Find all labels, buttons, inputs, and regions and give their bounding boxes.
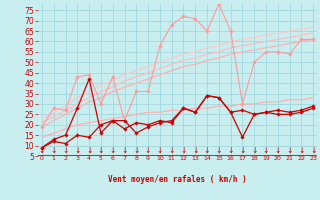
Text: ↓: ↓ — [216, 146, 222, 155]
Text: ↓: ↓ — [157, 146, 163, 155]
Text: ↓: ↓ — [263, 146, 269, 155]
Text: ↓: ↓ — [121, 146, 128, 155]
Text: ↓: ↓ — [251, 146, 258, 155]
Text: ↓: ↓ — [145, 146, 151, 155]
Text: ↓: ↓ — [310, 146, 316, 155]
Text: ↓: ↓ — [86, 146, 92, 155]
Text: ↓: ↓ — [239, 146, 246, 155]
Text: ↓: ↓ — [109, 146, 116, 155]
Text: ↓: ↓ — [62, 146, 69, 155]
Text: ↓: ↓ — [39, 146, 45, 155]
Text: ↓: ↓ — [275, 146, 281, 155]
Text: ↓: ↓ — [192, 146, 198, 155]
Text: ↓: ↓ — [298, 146, 305, 155]
Text: ↓: ↓ — [204, 146, 210, 155]
Text: ↓: ↓ — [286, 146, 293, 155]
Text: ↓: ↓ — [51, 146, 57, 155]
Text: ↓: ↓ — [133, 146, 140, 155]
Text: ↓: ↓ — [169, 146, 175, 155]
Text: ↓: ↓ — [228, 146, 234, 155]
X-axis label: Vent moyen/en rafales ( km/h ): Vent moyen/en rafales ( km/h ) — [108, 175, 247, 184]
Text: ↓: ↓ — [98, 146, 104, 155]
Text: ↓: ↓ — [74, 146, 81, 155]
Text: ↓: ↓ — [180, 146, 187, 155]
